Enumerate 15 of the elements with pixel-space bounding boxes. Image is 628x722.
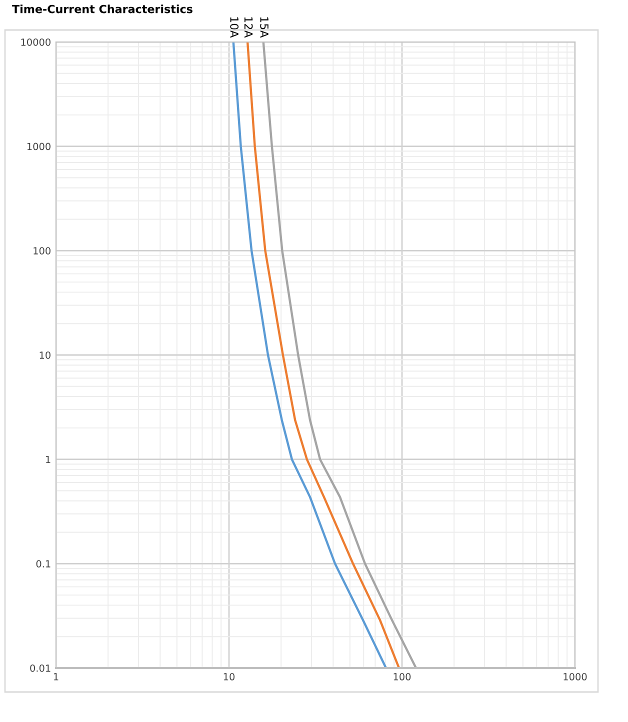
y-tick-label: 0.1 [36,560,50,568]
text: 10A [230,17,239,38]
text: 15A [260,17,268,38]
y-tick-label: 1000 [27,142,50,150]
y-tick-label: 100 [34,247,50,254]
x-tick-label: 1000 [564,673,587,680]
chart-title: Time-Current Characteristics [12,4,192,14]
y-tick-label: 10 [40,351,50,359]
y-tick-label: 1 [46,456,50,464]
text: 12A [244,17,253,38]
x-tick-label: 100 [394,673,411,680]
x-tick-label: 10 [224,673,235,680]
x-tick-label: 1 [54,673,58,680]
y-tick-label: 0.01 [30,664,50,672]
y-tick-label: 10000 [21,38,50,46]
